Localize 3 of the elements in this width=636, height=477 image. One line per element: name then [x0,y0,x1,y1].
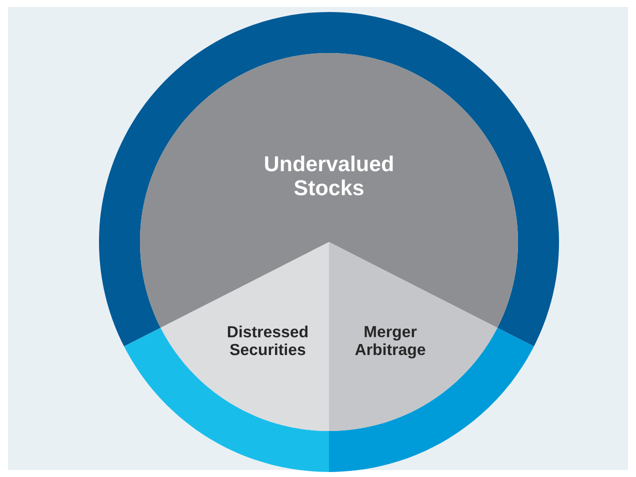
slice-label: Distressed Securities [228,326,308,356]
slice-label: Undervalued Stocks [265,156,393,196]
slice-label: Merger Arbitrage [355,326,426,358]
